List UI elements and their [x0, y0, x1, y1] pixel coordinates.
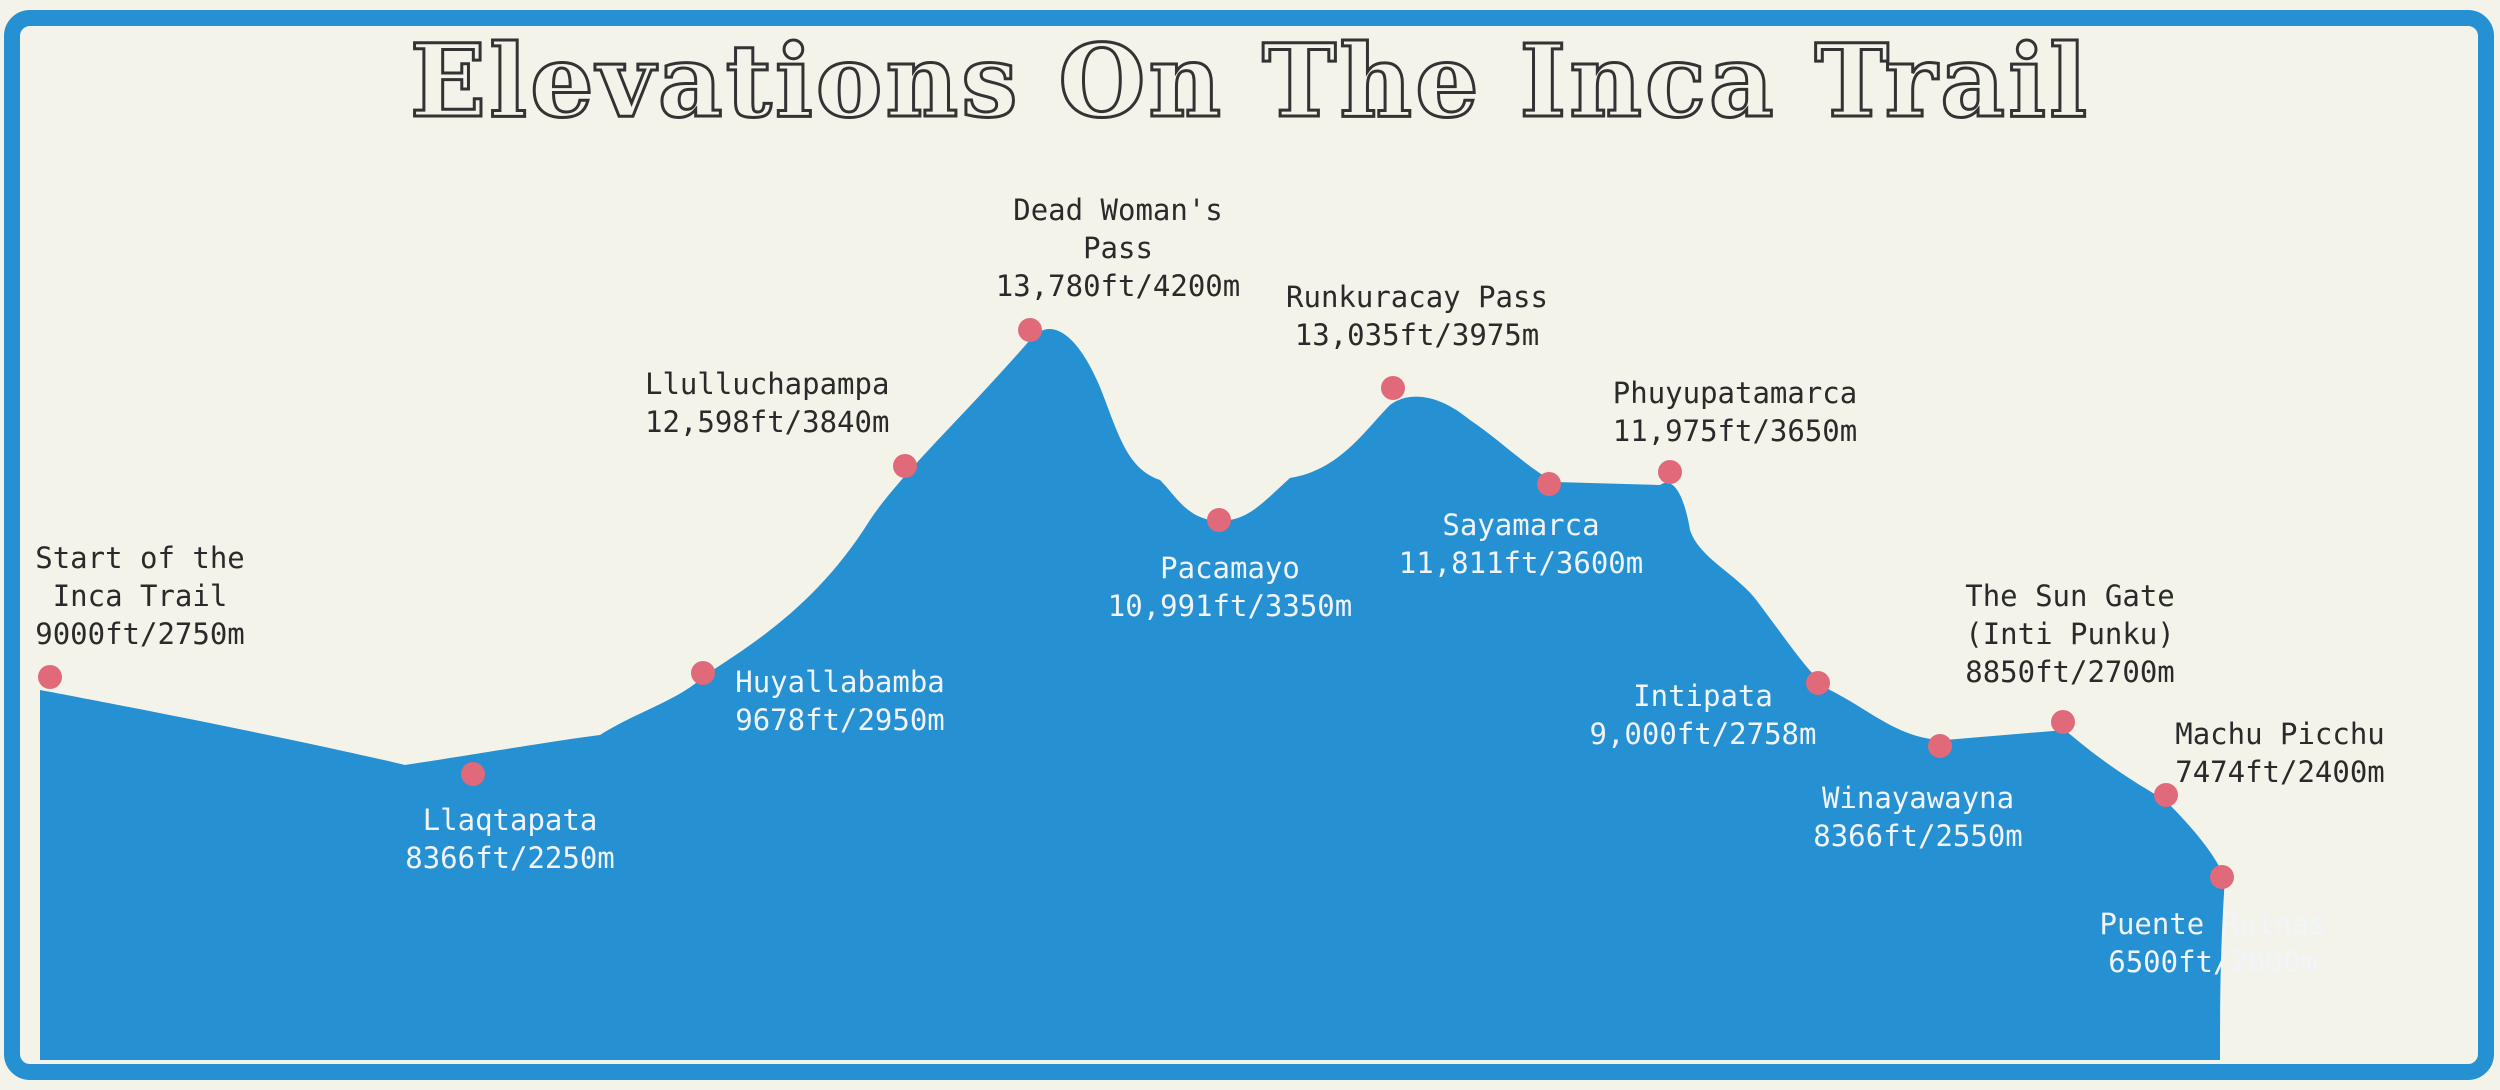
- label-runkuracay-pass: Runkuracay Pass 13,035ft/3975m: [1277, 278, 1557, 354]
- marker-winayawayna: [1928, 734, 1952, 758]
- label-line: Pacamayo: [1160, 551, 1300, 585]
- marker-start: [38, 665, 62, 689]
- marker-machu-picchu: [2154, 783, 2178, 807]
- label-intipata: Intipata 9,000ft/2758m: [1563, 677, 1843, 753]
- label-line: 9000ft/2750m: [35, 617, 245, 651]
- label-phuyupatamarca: Phuyupatamarca 11,975ft/3650m: [1595, 374, 1875, 450]
- label-machu-picchu: Machu Picchu 7474ft/2400m: [2140, 715, 2420, 791]
- marker-llulluchapampa: [893, 454, 917, 478]
- label-line: 11,811ft/3600m: [1398, 546, 1644, 580]
- label-line: Start of the: [35, 541, 245, 575]
- label-line: 8366ft/2250m: [405, 841, 615, 875]
- label-line: The Sun Gate: [1965, 579, 2175, 613]
- label-line: Llaqtapata: [422, 803, 598, 837]
- label-line: Intipata: [1633, 679, 1773, 713]
- label-line: 8366ft/2550m: [1813, 819, 2023, 853]
- label-line: Phuyupatamarca: [1612, 376, 1858, 410]
- label-line: 13,780ft/4200m: [995, 269, 1241, 303]
- marker-sayamarca: [1537, 472, 1561, 496]
- label-start: Start of the Inca Trail 9000ft/2750m: [20, 539, 260, 653]
- label-winayawayna: Winayawayna 8366ft/2550m: [1778, 779, 2058, 855]
- label-line: 12,598ft/3840m: [645, 405, 890, 439]
- marker-llaqtapata: [461, 762, 485, 786]
- marker-intipata: [1806, 671, 1830, 695]
- border-frame: [4, 10, 2494, 1080]
- label-line: Llulluchapampa: [645, 367, 890, 401]
- label-puente-ruinas: Puente Ruinas 6500ft/2000m: [2073, 905, 2353, 981]
- label-line: Inca Trail: [52, 579, 228, 613]
- label-llulluchapampa: Llulluchapampa 12,598ft/3840m: [645, 365, 895, 441]
- marker-puente-ruinas: [2210, 865, 2234, 889]
- marker-sun-gate: [2051, 710, 2075, 734]
- label-sayamarca: Sayamarca 11,811ft/3600m: [1381, 506, 1661, 582]
- label-sun-gate: The Sun Gate (Inti Punku) 8850ft/2700m: [1930, 577, 2210, 691]
- marker-huyallabamba: [691, 661, 715, 685]
- page-title: Elevations On The Inca Trail: [408, 21, 2091, 142]
- label-line: Huyallabamba: [735, 665, 945, 699]
- label-line: 6500ft/2000m: [2108, 945, 2318, 979]
- label-line: (Inti Punku): [1965, 617, 2175, 651]
- label-dead-womans-pass: Dead Woman's Pass 13,780ft/4200m: [978, 191, 1258, 305]
- label-line: 11,975ft/3650m: [1612, 414, 1858, 448]
- label-pacamayo: Pacamayo 10,991ft/3350m: [1090, 549, 1370, 625]
- label-line: 8850ft/2700m: [1965, 655, 2175, 689]
- label-line: Winayawayna: [1821, 781, 2015, 815]
- label-line: Dead Woman's: [1013, 193, 1223, 227]
- marker-phuyupatamarca: [1658, 460, 1682, 484]
- label-line: 9678ft/2950m: [735, 703, 945, 737]
- label-line: Puente Ruinas: [2099, 907, 2327, 941]
- marker-dead-womans-pass: [1018, 318, 1042, 342]
- label-line: Sayamarca: [1442, 508, 1600, 542]
- marker-pacamayo: [1207, 508, 1231, 532]
- marker-runkuracay-pass: [1381, 376, 1405, 400]
- label-line: 10,991ft/3350m: [1107, 589, 1353, 623]
- label-huyallabamba: Huyallabamba 9678ft/2950m: [720, 663, 960, 739]
- mountain-profile: [40, 328, 2225, 1060]
- label-line: 9,000ft/2758m: [1589, 717, 1817, 751]
- label-line: Machu Picchu: [2175, 717, 2385, 751]
- label-llaqtapata: Llaqtapata 8366ft/2250m: [385, 801, 635, 877]
- label-line: 7474ft/2400m: [2175, 755, 2385, 789]
- label-line: 13,035ft/3975m: [1294, 318, 1540, 352]
- label-line: Pass: [1083, 231, 1153, 265]
- label-line: Runkuracay Pass: [1286, 280, 1548, 314]
